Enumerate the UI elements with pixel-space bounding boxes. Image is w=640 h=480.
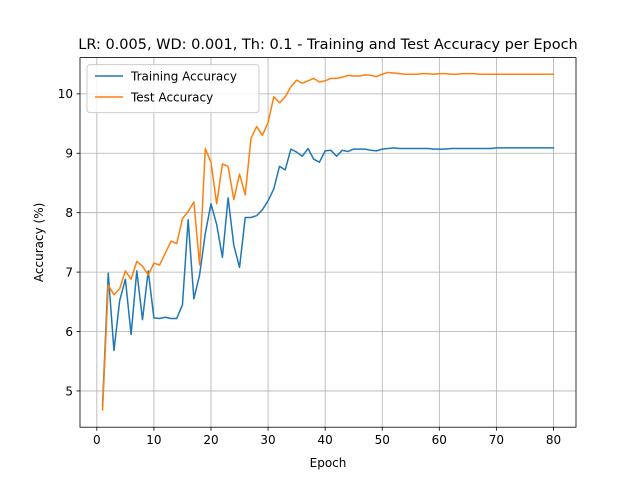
x-tick-label: 50 [375, 433, 390, 447]
x-tick-label: 0 [93, 433, 101, 447]
y-tick-label: 6 [65, 325, 73, 339]
chart-title: LR: 0.005, WD: 0.001, Th: 0.1 - Training… [78, 37, 578, 53]
x-tick-label: 10 [146, 433, 161, 447]
x-tick-label: 80 [546, 433, 561, 447]
y-tick-label: 5 [65, 384, 73, 398]
x-tick-label: 20 [203, 433, 218, 447]
legend: Training Accuracy Test Accuracy [86, 64, 260, 114]
x-tick-label: 60 [432, 433, 447, 447]
y-tick-label: 10 [58, 87, 73, 101]
x-tick-label: 70 [489, 433, 504, 447]
series-layer [101, 71, 555, 411]
series-line-test-accuracy [101, 71, 555, 411]
series-line-training-accuracy [101, 147, 555, 407]
legend-label-training: Training Accuracy [130, 70, 237, 84]
x-tick-label: 40 [318, 433, 333, 447]
grid [80, 57, 576, 428]
legend-box [86, 64, 260, 114]
plot-frame [79, 57, 577, 428]
legend-label-test: Test Accuracy [130, 91, 213, 105]
y-tick-label: 7 [65, 265, 73, 279]
x-axis-label: Epoch [310, 456, 347, 470]
x-tick-label: 30 [260, 433, 275, 447]
y-tick-label: 8 [65, 206, 73, 220]
y-axis-label: Accuracy (%) [32, 203, 46, 282]
y-axis: 5 6 7 8 9 10 [58, 87, 80, 398]
x-axis: 0 10 20 30 40 50 60 70 80 [93, 427, 561, 447]
y-tick-label: 9 [65, 147, 73, 161]
